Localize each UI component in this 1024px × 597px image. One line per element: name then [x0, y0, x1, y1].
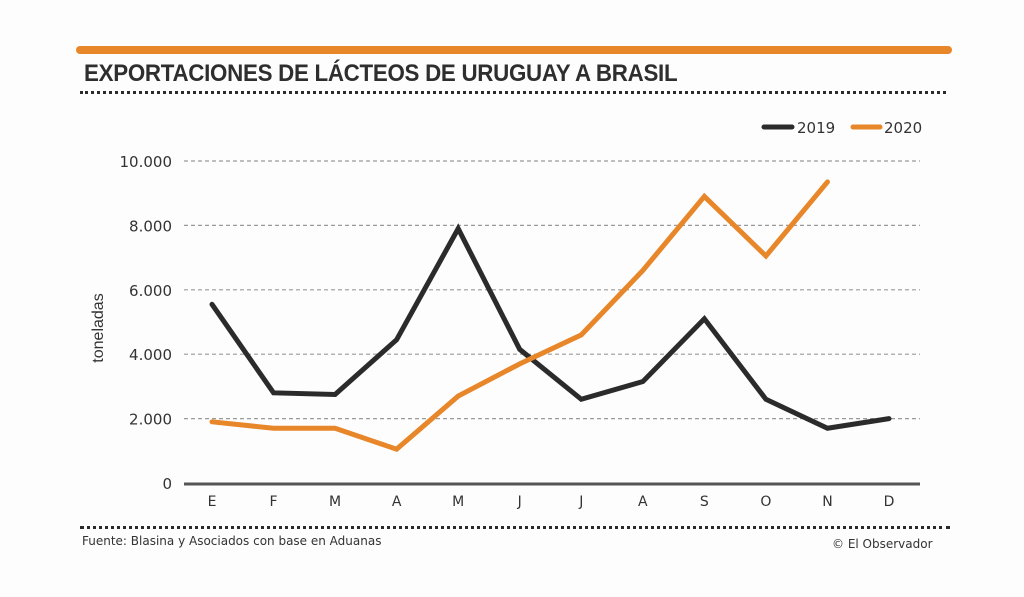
x-tick-label: J — [517, 494, 522, 510]
footer-divider — [80, 526, 950, 529]
gridlines — [184, 160, 920, 420]
x-tick-label: A — [392, 494, 402, 510]
legend: 2019 2020 — [761, 119, 922, 137]
accent-bar — [76, 46, 952, 54]
copyright-credit: © El Observador — [832, 537, 933, 551]
series-line-2019 — [209, 223, 892, 431]
y-tick-label: 4.000 — [129, 346, 172, 364]
x-tick-label: M — [452, 494, 464, 510]
y-tick-label: 8.000 — [129, 217, 172, 235]
x-tick-label: O — [760, 494, 771, 510]
chart-title: EXPORTACIONES DE LÁCTEOS DE URUGUAY A BR… — [84, 60, 678, 87]
x-tick-label: M — [329, 494, 341, 510]
x-tick-label: N — [822, 494, 832, 510]
x-tick-label: S — [700, 494, 709, 510]
legend-label-2020: 2020 — [884, 119, 922, 137]
x-tick-label: A — [638, 494, 648, 510]
x-tick-label: E — [208, 494, 217, 510]
y-tick-label: 10.000 — [120, 153, 173, 171]
y-tick-label: 2.000 — [129, 411, 172, 429]
y-axis-label: toneladas — [90, 293, 107, 362]
legend-label-2019: 2019 — [797, 119, 835, 137]
series — [209, 179, 892, 453]
x-tick-label: F — [270, 494, 278, 510]
x-tick-label: D — [884, 494, 895, 510]
source-note: Fuente: Blasina y Asociados con base en … — [82, 534, 382, 548]
y-axis-ticks: 0 2.000 4.000 6.000 8.000 10.000 — [120, 153, 173, 493]
y-tick-label: 0 — [162, 475, 172, 493]
series-line-2020 — [209, 179, 830, 453]
x-tick-label: J — [578, 494, 583, 510]
title-divider — [80, 91, 946, 94]
y-tick-label: 6.000 — [129, 282, 172, 300]
